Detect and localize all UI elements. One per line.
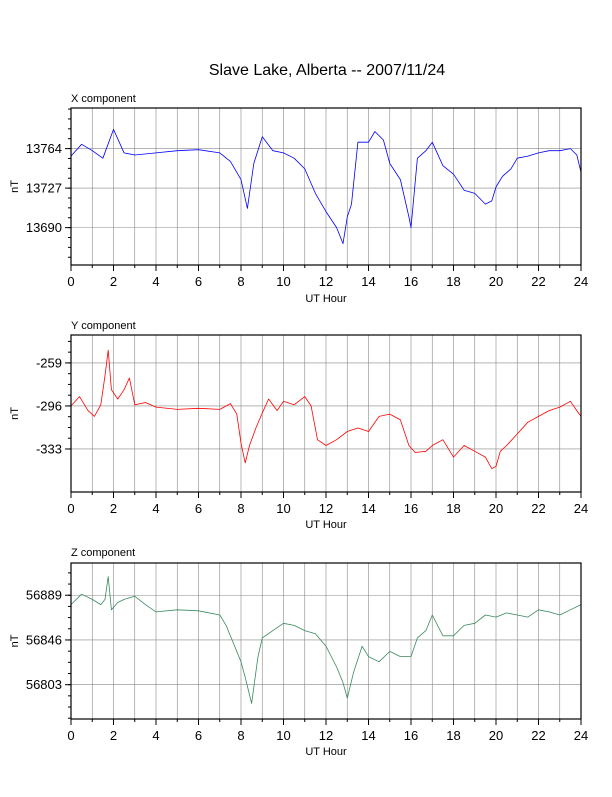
y-x-tick-label: 22 [531,501,545,516]
y-x-tick-label: 6 [195,501,202,516]
z-x-tick-label: 24 [574,728,588,743]
y-x-tick-label: 0 [67,501,74,516]
x-x-tick-label: 18 [446,274,460,289]
y-x-tick-label: 12 [319,501,333,516]
y-x-tick-label: 2 [110,501,117,516]
x-x-tick-label: 4 [152,274,159,289]
x-y-axis-label: nT [9,180,21,193]
z-series-line [70,576,582,704]
x-x-tick-label: 10 [276,274,290,289]
y-y-tick-label: -296 [36,398,62,413]
x-x-tick-label: 22 [531,274,545,289]
x-component-label: X component [71,93,136,105]
z-x-tick-label: 12 [319,728,333,743]
y-x-axis-label: UT Hour [305,519,347,531]
x-x-tick-label: 16 [404,274,418,289]
y-component-label: Y component [71,320,136,332]
y-component-panel: Y component 0 2 4 6 8 10 12 14 16 18 20 22 24-259-29… [9,320,588,531]
x-x-tick-label: 24 [574,274,588,289]
z-x-tick-label: 6 [195,728,202,743]
z-component-panel: Z component 0 2 4 6 8 10 12 14 16 18 20 22 245680356… [9,547,588,758]
z-x-tick-label: 8 [237,728,244,743]
x-x-tick-label: 2 [110,274,117,289]
page-title: Slave Lake, Alberta -- 2007/11/24 [209,62,445,79]
x-y-tick-label: 13727 [26,181,62,196]
z-y-axis-label: nT [9,634,21,647]
z-y-tick-label: 56846 [26,632,62,647]
y-x-tick-label: 16 [404,501,418,516]
z-x-axis-label: UT Hour [305,746,347,758]
x-x-tick-label: 6 [195,274,202,289]
x-series-line [70,128,582,245]
z-x-tick-label: 22 [531,728,545,743]
x-component-panel: X component 0 2 4 6 8 10 12 14 16 18 20 22 241369013… [9,93,588,305]
z-x-tick-label: 4 [152,728,159,743]
y-x-tick-label: 14 [361,501,375,516]
y-y-tick-label: -333 [36,441,62,456]
y-x-tick-label: 4 [152,501,159,516]
x-x-tick-label: 0 [67,274,74,289]
y-x-tick-label: 24 [574,501,588,516]
z-x-tick-label: 16 [404,728,418,743]
z-x-tick-label: 20 [489,728,503,743]
x-x-tick-label: 12 [319,274,333,289]
z-component-label: Z component [71,547,135,559]
z-x-tick-label: 18 [446,728,460,743]
y-y-axis-label: nT [9,407,21,420]
y-x-tick-label: 18 [446,501,460,516]
y-y-tick-label: -259 [36,355,62,370]
y-x-tick-label: 20 [489,501,503,516]
z-y-tick-label: 56803 [26,677,62,692]
y-x-tick-label: 10 [276,501,290,516]
x-x-axis-label: UT Hour [305,293,347,305]
x-y-tick-label: 13690 [26,220,62,235]
y-series-line [70,349,582,470]
z-x-tick-label: 10 [276,728,290,743]
z-x-tick-label: 0 [67,728,74,743]
z-x-tick-label: 2 [110,728,117,743]
x-x-tick-label: 20 [489,274,503,289]
x-y-tick-label: 13764 [26,141,62,156]
z-y-tick-label: 56889 [26,588,62,603]
x-x-tick-label: 14 [361,274,375,289]
z-x-tick-label: 14 [361,728,375,743]
x-x-tick-label: 8 [237,274,244,289]
y-x-tick-label: 8 [237,501,244,516]
